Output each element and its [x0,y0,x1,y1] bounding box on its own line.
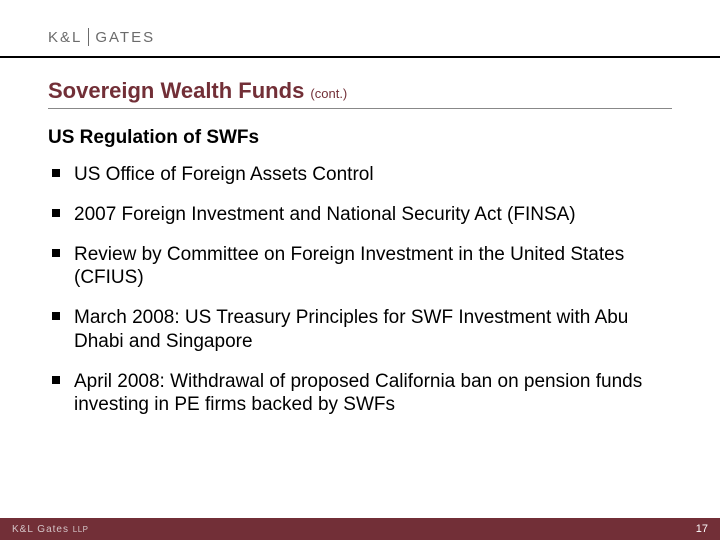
title-main: Sovereign Wealth Funds [48,78,310,103]
bullet-list: US Office of Foreign Assets Control 2007… [48,163,672,417]
bullet-item: 2007 Foreign Investment and National Sec… [48,203,672,227]
bullet-item: March 2008: US Treasury Principles for S… [48,306,672,354]
company-logo: K&L GATES [48,28,720,46]
footer-logo-llp: LLP [73,525,89,534]
title-continuation: (cont.) [310,86,347,101]
bullet-item: April 2008: Withdrawal of proposed Calif… [48,370,672,418]
slide-title: Sovereign Wealth Funds (cont.) [48,78,672,109]
logo-text-kl: K&L [48,29,82,46]
page-number: 17 [696,523,708,535]
header-logo-area: K&L GATES [0,0,720,56]
footer-logo: K&L Gates LLP [12,524,89,535]
slide-content: Sovereign Wealth Funds (cont.) US Regula… [0,58,720,417]
subheading: US Regulation of SWFs [48,127,672,149]
footer-logo-text: K&L Gates [12,524,69,535]
bullet-item: Review by Committee on Foreign Investmen… [48,243,672,291]
slide-footer: K&L Gates LLP 17 [0,518,720,540]
logo-text-gates: GATES [95,29,155,46]
bullet-item: US Office of Foreign Assets Control [48,163,672,187]
logo-divider [88,28,89,46]
